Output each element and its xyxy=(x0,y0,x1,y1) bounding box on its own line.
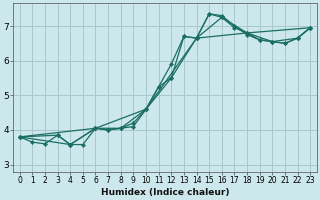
X-axis label: Humidex (Indice chaleur): Humidex (Indice chaleur) xyxy=(101,188,229,197)
